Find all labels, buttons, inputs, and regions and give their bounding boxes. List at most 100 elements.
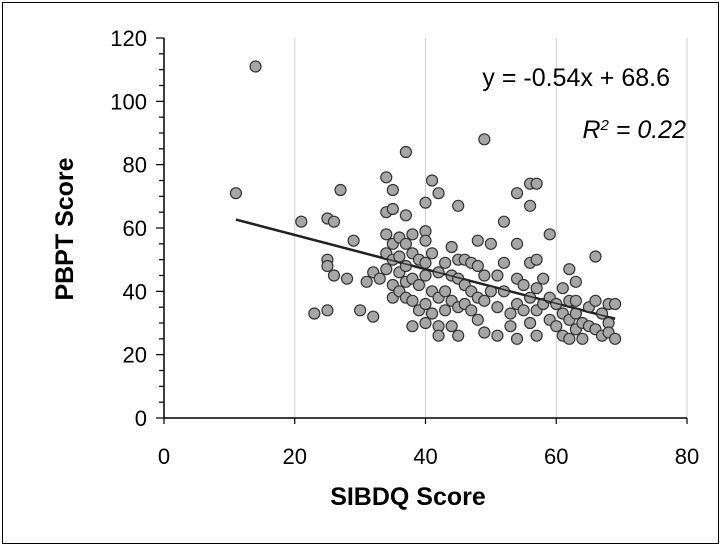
data-point <box>439 256 452 269</box>
data-point <box>399 209 412 222</box>
data-point <box>543 228 556 241</box>
data-point <box>380 263 393 276</box>
data-point <box>569 294 582 307</box>
data-point <box>595 307 609 320</box>
data-point <box>478 326 491 339</box>
data-point <box>478 133 491 146</box>
r-squared-r: R <box>582 116 600 144</box>
trendline-equation: y = -0.54x + 68.6 <box>482 64 670 92</box>
data-point <box>465 304 478 317</box>
data-point <box>406 294 419 307</box>
data-point <box>249 60 262 73</box>
data-point <box>478 294 491 307</box>
data-point <box>399 145 412 159</box>
data-point <box>569 275 582 288</box>
data-point <box>327 269 341 282</box>
data-point <box>425 307 439 320</box>
data-point <box>497 215 511 228</box>
data-point <box>347 234 360 247</box>
data-point <box>589 250 602 263</box>
data-point <box>432 329 445 342</box>
data-point <box>510 332 524 345</box>
x-tick-label-20: 20 <box>283 444 307 469</box>
data-point <box>497 256 511 269</box>
data-point <box>517 304 530 317</box>
tick-labels: 0 20 40 60 80 100 120 0 20 40 60 80 <box>110 26 699 469</box>
grid-lines <box>294 38 688 418</box>
data-point <box>367 310 380 323</box>
data-point <box>510 187 524 200</box>
data-point <box>445 240 458 254</box>
data-point <box>563 263 576 276</box>
y-tick-label-0: 0 <box>135 406 147 431</box>
axes <box>156 37 688 424</box>
data-point <box>537 272 550 285</box>
data-point <box>608 332 622 345</box>
data-point <box>295 215 308 228</box>
data-point <box>419 234 432 247</box>
data-point <box>504 320 517 333</box>
data-point <box>419 196 432 209</box>
data-point <box>608 297 622 311</box>
data-point <box>523 316 537 330</box>
data-point <box>399 237 412 250</box>
data-point <box>484 237 497 250</box>
data-point <box>380 228 393 241</box>
data-point <box>589 294 602 307</box>
data-point <box>471 234 484 247</box>
y-tick-label-100: 100 <box>110 89 147 114</box>
data-point <box>445 320 458 333</box>
data-point <box>530 282 543 295</box>
r-squared-label: R2 = 0.22 <box>582 116 686 144</box>
data-point <box>491 269 504 282</box>
data-point <box>419 316 432 330</box>
r-squared-superscript: 2 <box>600 117 610 134</box>
data-point <box>530 253 543 266</box>
data-point <box>386 202 399 216</box>
data-point <box>412 278 426 292</box>
y-tick-label-120: 120 <box>110 26 147 51</box>
data-point <box>576 332 589 345</box>
data-point <box>327 215 341 228</box>
trendline-overlay <box>235 218 616 320</box>
data-point <box>432 187 445 200</box>
data-point <box>393 250 406 263</box>
data-point <box>373 272 386 285</box>
data-point <box>360 275 373 288</box>
data-point <box>517 278 530 292</box>
data-point <box>556 282 569 295</box>
data-point <box>321 259 334 273</box>
data-point <box>452 329 465 342</box>
x-tick-label-40: 40 <box>413 444 437 469</box>
y-axis-title: PBPT Score <box>51 157 79 300</box>
data-point <box>406 320 419 333</box>
data-point <box>439 285 452 298</box>
data-point <box>425 247 439 260</box>
data-point <box>530 177 543 190</box>
data-point <box>308 307 321 320</box>
data-point <box>530 329 543 342</box>
y-tick-label-20: 20 <box>123 343 147 368</box>
data-point <box>354 304 367 317</box>
data-point <box>386 183 399 197</box>
data-point <box>425 174 439 187</box>
y-tick-label-80: 80 <box>123 153 147 178</box>
y-tick-label-60: 60 <box>123 216 147 241</box>
x-axis-title: SIBDQ Score <box>330 483 486 511</box>
r-squared-value: = 0.22 <box>609 116 686 144</box>
x-tick-label-60: 60 <box>544 444 568 469</box>
y-tick-label-40: 40 <box>123 279 147 304</box>
x-tick-label-0: 0 <box>158 444 170 469</box>
data-point <box>229 187 243 200</box>
data-point <box>523 199 537 212</box>
data-point <box>399 259 412 273</box>
data-point <box>419 269 432 282</box>
data-point <box>504 307 517 320</box>
x-tick-label-80: 80 <box>675 444 699 469</box>
data-point <box>491 329 504 342</box>
data-point <box>510 237 524 250</box>
data-point <box>439 304 452 317</box>
data-point <box>491 301 504 314</box>
